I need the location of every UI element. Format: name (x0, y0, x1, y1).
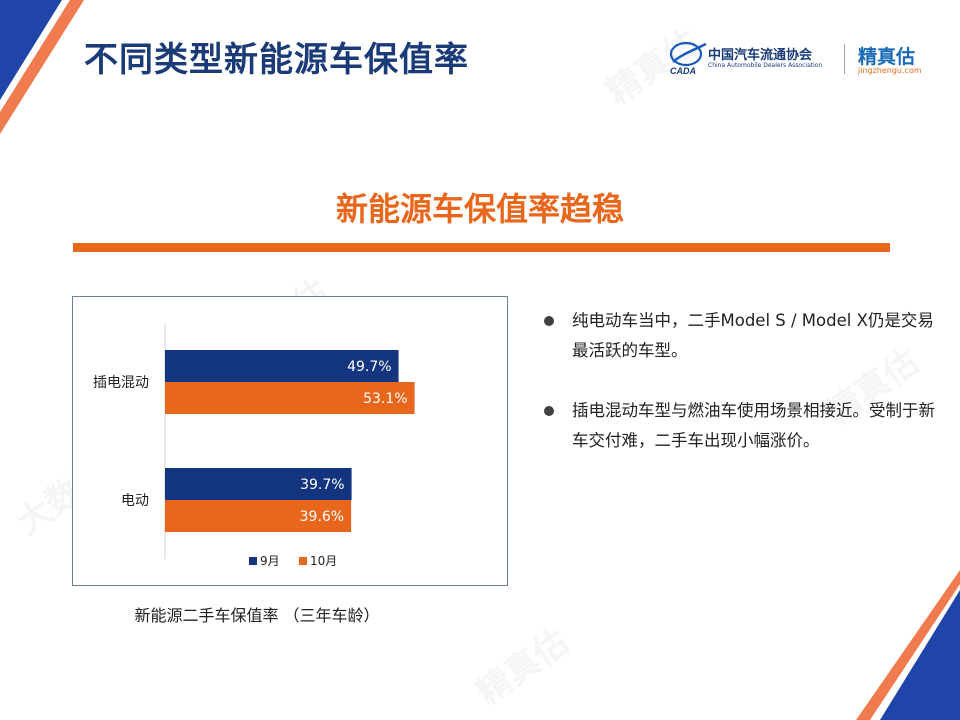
bar (165, 382, 415, 414)
data-label: 53.1% (363, 391, 407, 407)
data-label: 39.7% (300, 477, 344, 493)
top-left-corner-stripes (0, 0, 84, 134)
data-label: 39.6% (300, 509, 344, 525)
cada-logo-icon: CADA (669, 41, 707, 76)
bullet-item: 插电混动车型与燃油车使用场景相接近。受制于新车交付难，二手车出现小幅涨价。 (540, 396, 940, 456)
bullet-item: 纯电动车当中，二手Model S / Model X仍是交易最活跃的车型。 (540, 306, 940, 366)
bar (165, 500, 352, 532)
slide-title: 不同类型新能源车保值率 (84, 40, 469, 80)
category-label: 插电混动 (93, 375, 149, 391)
chart-caption: 新能源二手车保值率 （三年车龄） (134, 606, 380, 625)
bar (165, 468, 352, 500)
jzg-logo-name: 精真估 (858, 46, 916, 68)
category-label: 电动 (121, 493, 149, 509)
section-heading: 新能源车保值率趋稳 (335, 190, 624, 228)
cada-mark-text: CADA (670, 66, 696, 76)
legend-label: 10月 (310, 554, 337, 568)
cada-name-en: China Automobile Dealers Association (708, 62, 823, 69)
jzg-logo-url: jingzhengu.com (858, 66, 922, 75)
bullet-dot-icon (544, 406, 554, 416)
bullet-list: 纯电动车当中，二手Model S / Model X仍是交易最活跃的车型。 插电… (540, 306, 940, 486)
corner-stripe-orange-bottom (856, 570, 960, 720)
bottom-right-corner-stripes (856, 570, 960, 720)
chart-frame: 插电混动 49.7% 53.1% 电动 39.7% 39.6% 9月 10月 (72, 296, 508, 586)
bullet-text: 插电混动车型与燃油车使用场景相接近。受制于新车交付难，二手车出现小幅涨价。 (572, 401, 935, 450)
watermark: 精真估 (469, 621, 577, 714)
corner-stripe-orange (0, 0, 84, 134)
logo-area: CADA 中国汽车流通协会 China Automobile Dealers A… (668, 40, 930, 80)
legend-swatch (299, 557, 307, 565)
bar-chart: 插电混动 49.7% 53.1% 电动 39.7% 39.6% 9月 10月 (93, 323, 415, 568)
section-divider (73, 243, 890, 252)
bar (165, 350, 399, 382)
corner-stripe-blue-bottom (880, 590, 960, 720)
data-label: 49.7% (347, 359, 391, 375)
corner-stripe-blue (0, 0, 62, 100)
cada-name-cn: 中国汽车流通协会 (708, 48, 813, 63)
legend-label: 9月 (260, 554, 280, 568)
bullet-text: 纯电动车当中，二手Model S / Model X仍是交易最活跃的车型。 (572, 311, 934, 360)
logo-divider (844, 44, 845, 74)
bullet-dot-icon (544, 316, 554, 326)
legend-swatch (249, 557, 257, 565)
